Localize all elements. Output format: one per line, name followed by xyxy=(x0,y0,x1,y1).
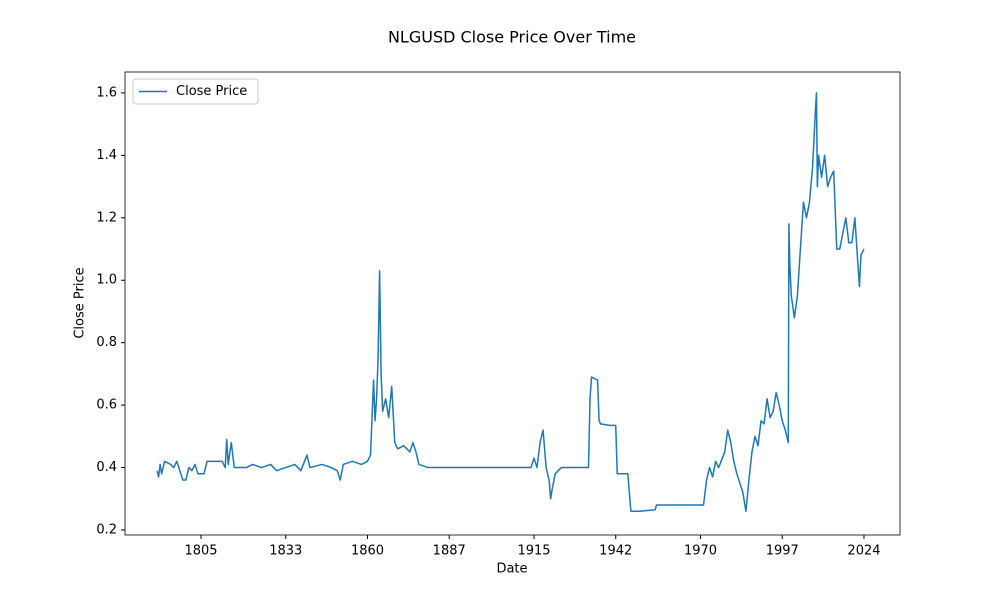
y-tick-label: 0.6 xyxy=(96,398,117,413)
x-tick-label: 2024 xyxy=(847,544,880,559)
y-axis-label: Close Price xyxy=(73,267,88,338)
legend-label: Close Price xyxy=(176,84,247,99)
y-tick-label: 1.0 xyxy=(96,273,117,288)
x-tick-label: 1915 xyxy=(517,544,550,559)
axes-frame xyxy=(124,71,901,536)
x-tick-label: 1997 xyxy=(766,544,799,559)
y-tick-label: 1.6 xyxy=(96,85,117,100)
legend-box xyxy=(132,78,259,105)
x-tick-label: 1970 xyxy=(684,544,717,559)
y-tick-label: 0.8 xyxy=(96,335,117,350)
line xyxy=(156,92,865,513)
chart-title: NLGUSD Close Price Over Time xyxy=(388,28,636,47)
x-tick-label: 1833 xyxy=(269,544,302,559)
x-tick-label: 1887 xyxy=(433,544,466,559)
y-tick-label: 0.4 xyxy=(96,460,117,475)
x-axis-label: Date xyxy=(496,562,527,577)
y-tick-label: 1.4 xyxy=(96,148,117,163)
y-tick-label: 0.2 xyxy=(96,523,117,538)
x-tick-label: 1860 xyxy=(351,544,384,559)
x-tick-label: 1805 xyxy=(184,544,217,559)
y-tick-label: 1.2 xyxy=(96,210,117,225)
x-tick-label: 1942 xyxy=(599,544,632,559)
